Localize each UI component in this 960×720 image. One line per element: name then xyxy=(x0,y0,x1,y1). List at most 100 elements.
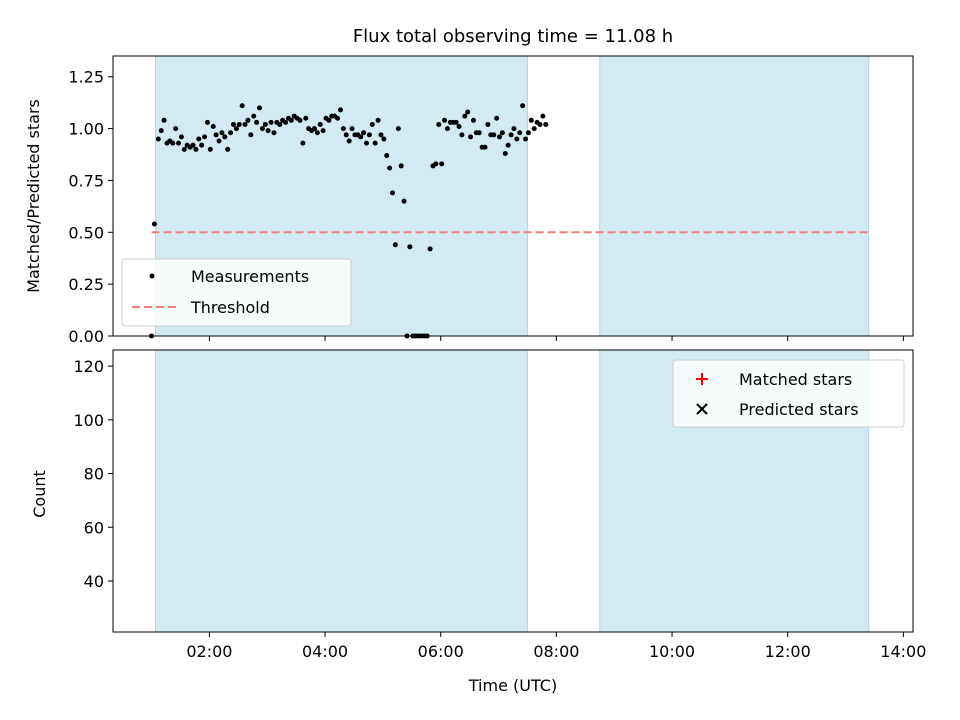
measurement-point xyxy=(427,246,433,252)
measurement-point xyxy=(511,126,517,132)
top-x-axis-ticks xyxy=(208,336,904,341)
measurement-point xyxy=(204,119,210,125)
measurement-point xyxy=(340,126,346,132)
top-panel: 0.00 0.25 0.50 0.75 1.00 1.25 Flux total obse… xyxy=(24,26,914,346)
bottom-y-tick-label: 40 xyxy=(84,572,104,591)
measurement-point xyxy=(283,119,289,125)
measurement-point xyxy=(369,121,375,127)
measurement-point xyxy=(233,126,239,132)
measurement-point xyxy=(265,128,271,134)
legend-predicted-marker xyxy=(696,403,708,415)
measurement-point xyxy=(202,134,208,140)
measurement-point xyxy=(444,126,450,132)
measurement-point xyxy=(528,117,534,123)
bottom-y-axis-label: Count xyxy=(30,470,49,518)
measurement-point xyxy=(398,163,404,169)
bottom-x-tick-label: 14:00 xyxy=(880,642,926,661)
top-y-tick-label: 0.25 xyxy=(68,275,104,294)
measurement-point xyxy=(508,132,514,138)
measurement-point xyxy=(176,140,182,146)
measurement-point xyxy=(543,121,549,127)
measurement-point xyxy=(222,134,228,140)
measurement-point xyxy=(366,132,372,138)
measurement-point xyxy=(314,130,320,136)
measurement-point xyxy=(358,134,364,140)
measurement-point xyxy=(254,119,260,125)
bottom-x-tick-label: 12:00 xyxy=(765,642,811,661)
measurement-point xyxy=(378,132,384,138)
measurement-point xyxy=(268,119,274,125)
measurement-point xyxy=(262,121,268,127)
measurement-point xyxy=(190,142,196,148)
measurement-point xyxy=(531,126,537,132)
bottom-y-tick-label: 100 xyxy=(73,411,104,430)
legend-predicted-label: Predicted stars xyxy=(739,400,859,419)
measurement-point xyxy=(401,198,407,204)
measurement-point xyxy=(158,128,164,134)
measurement-point xyxy=(225,146,231,152)
measurement-point xyxy=(523,136,529,142)
measurement-point xyxy=(239,103,245,109)
measurement-point xyxy=(173,126,179,132)
measurement-point xyxy=(181,146,187,152)
measurement-point xyxy=(462,113,468,119)
top-y-axis-ticks: 0.00 0.25 0.50 0.75 1.00 1.25 xyxy=(68,68,113,346)
measurement-point xyxy=(170,140,176,146)
measurement-point xyxy=(300,140,306,146)
measurement-point xyxy=(497,134,503,140)
bottom-y-tick-label: 120 xyxy=(73,357,104,376)
measurement-point xyxy=(346,138,352,144)
top-y-tick-label: 0.75 xyxy=(68,171,104,190)
measurement-point xyxy=(540,113,546,119)
top-y-axis-label: Matched/Predicted stars xyxy=(24,99,43,293)
measurement-point xyxy=(161,117,167,123)
measurement-point xyxy=(257,105,263,111)
bottom-legend: Matched stars Predicted stars xyxy=(672,359,905,428)
bottom-y-tick-label: 60 xyxy=(84,518,104,537)
top-shade-band-2 xyxy=(599,55,870,337)
measurement-point xyxy=(199,142,205,148)
measurement-point xyxy=(387,165,393,171)
legend-matched-marker xyxy=(696,373,708,385)
measurement-point xyxy=(236,121,242,127)
measurement-point xyxy=(213,132,219,138)
measurement-point xyxy=(277,121,283,127)
measurement-point xyxy=(251,113,257,119)
measurement-point xyxy=(151,221,157,227)
measurement-point xyxy=(465,109,471,115)
top-y-tick-label: 0.00 xyxy=(68,327,104,346)
measurement-point xyxy=(381,136,387,142)
measurement-point xyxy=(436,121,442,127)
measurement-point xyxy=(155,136,161,142)
measurement-point xyxy=(485,121,491,127)
measurement-point xyxy=(514,136,520,142)
measurement-point xyxy=(390,190,396,196)
measurement-point xyxy=(505,142,511,148)
measurement-point xyxy=(326,117,332,123)
legend-measurements-label: Measurements xyxy=(191,267,309,286)
measurement-point xyxy=(248,132,254,138)
measurement-point xyxy=(178,134,184,140)
measurement-point xyxy=(442,117,448,123)
measurement-point xyxy=(384,153,390,159)
measurement-point xyxy=(271,130,277,136)
measurement-point xyxy=(219,130,225,136)
measurement-point xyxy=(470,117,476,123)
measurement-point xyxy=(494,115,500,121)
top-title: Flux total observing time = 11.08 h xyxy=(353,26,673,47)
measurement-point xyxy=(230,121,236,127)
measurement-points xyxy=(149,103,549,339)
measurement-point xyxy=(517,130,523,136)
measurement-point xyxy=(482,144,488,150)
measurement-point xyxy=(196,136,202,142)
measurement-point xyxy=(491,132,497,138)
bottom-y-axis-ticks: 40 60 80 100 120 xyxy=(73,357,113,591)
measurement-point xyxy=(320,128,326,134)
measurement-point xyxy=(395,126,401,132)
measurement-point xyxy=(433,161,439,167)
top-legend-box xyxy=(121,258,352,327)
measurement-point xyxy=(407,244,413,250)
measurement-point xyxy=(259,126,265,132)
measurement-point xyxy=(459,132,465,138)
top-plot-frame xyxy=(112,55,914,337)
